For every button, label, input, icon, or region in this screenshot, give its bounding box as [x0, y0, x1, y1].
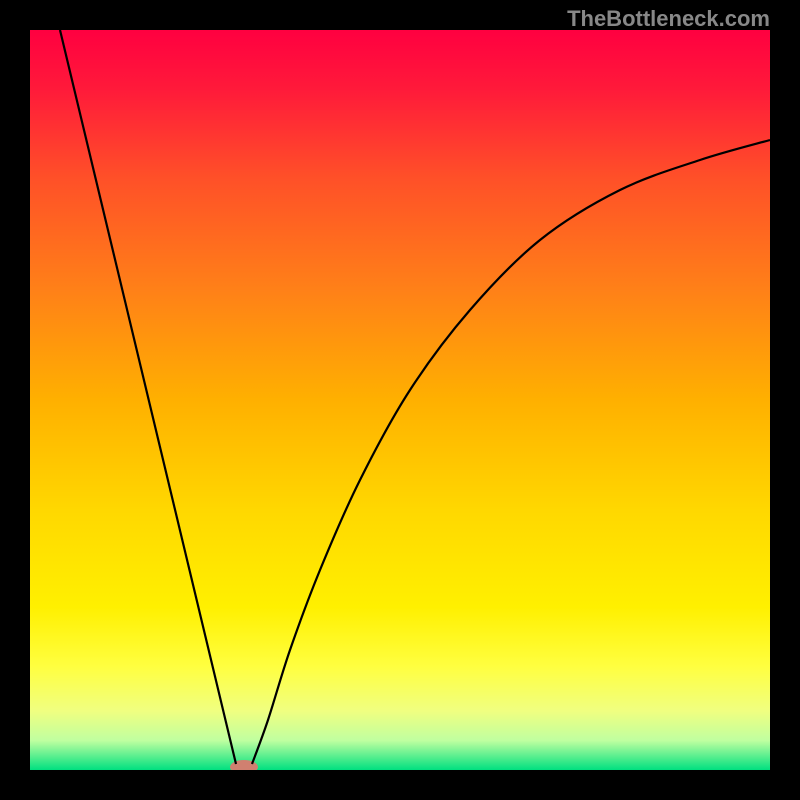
bottleneck-chart: TheBottleneck.com: [0, 0, 800, 800]
curve-layer: [30, 30, 770, 770]
left-branch: [60, 30, 236, 764]
plot-area: [30, 30, 770, 770]
watermark: TheBottleneck.com: [567, 6, 770, 32]
right-branch: [252, 140, 770, 764]
